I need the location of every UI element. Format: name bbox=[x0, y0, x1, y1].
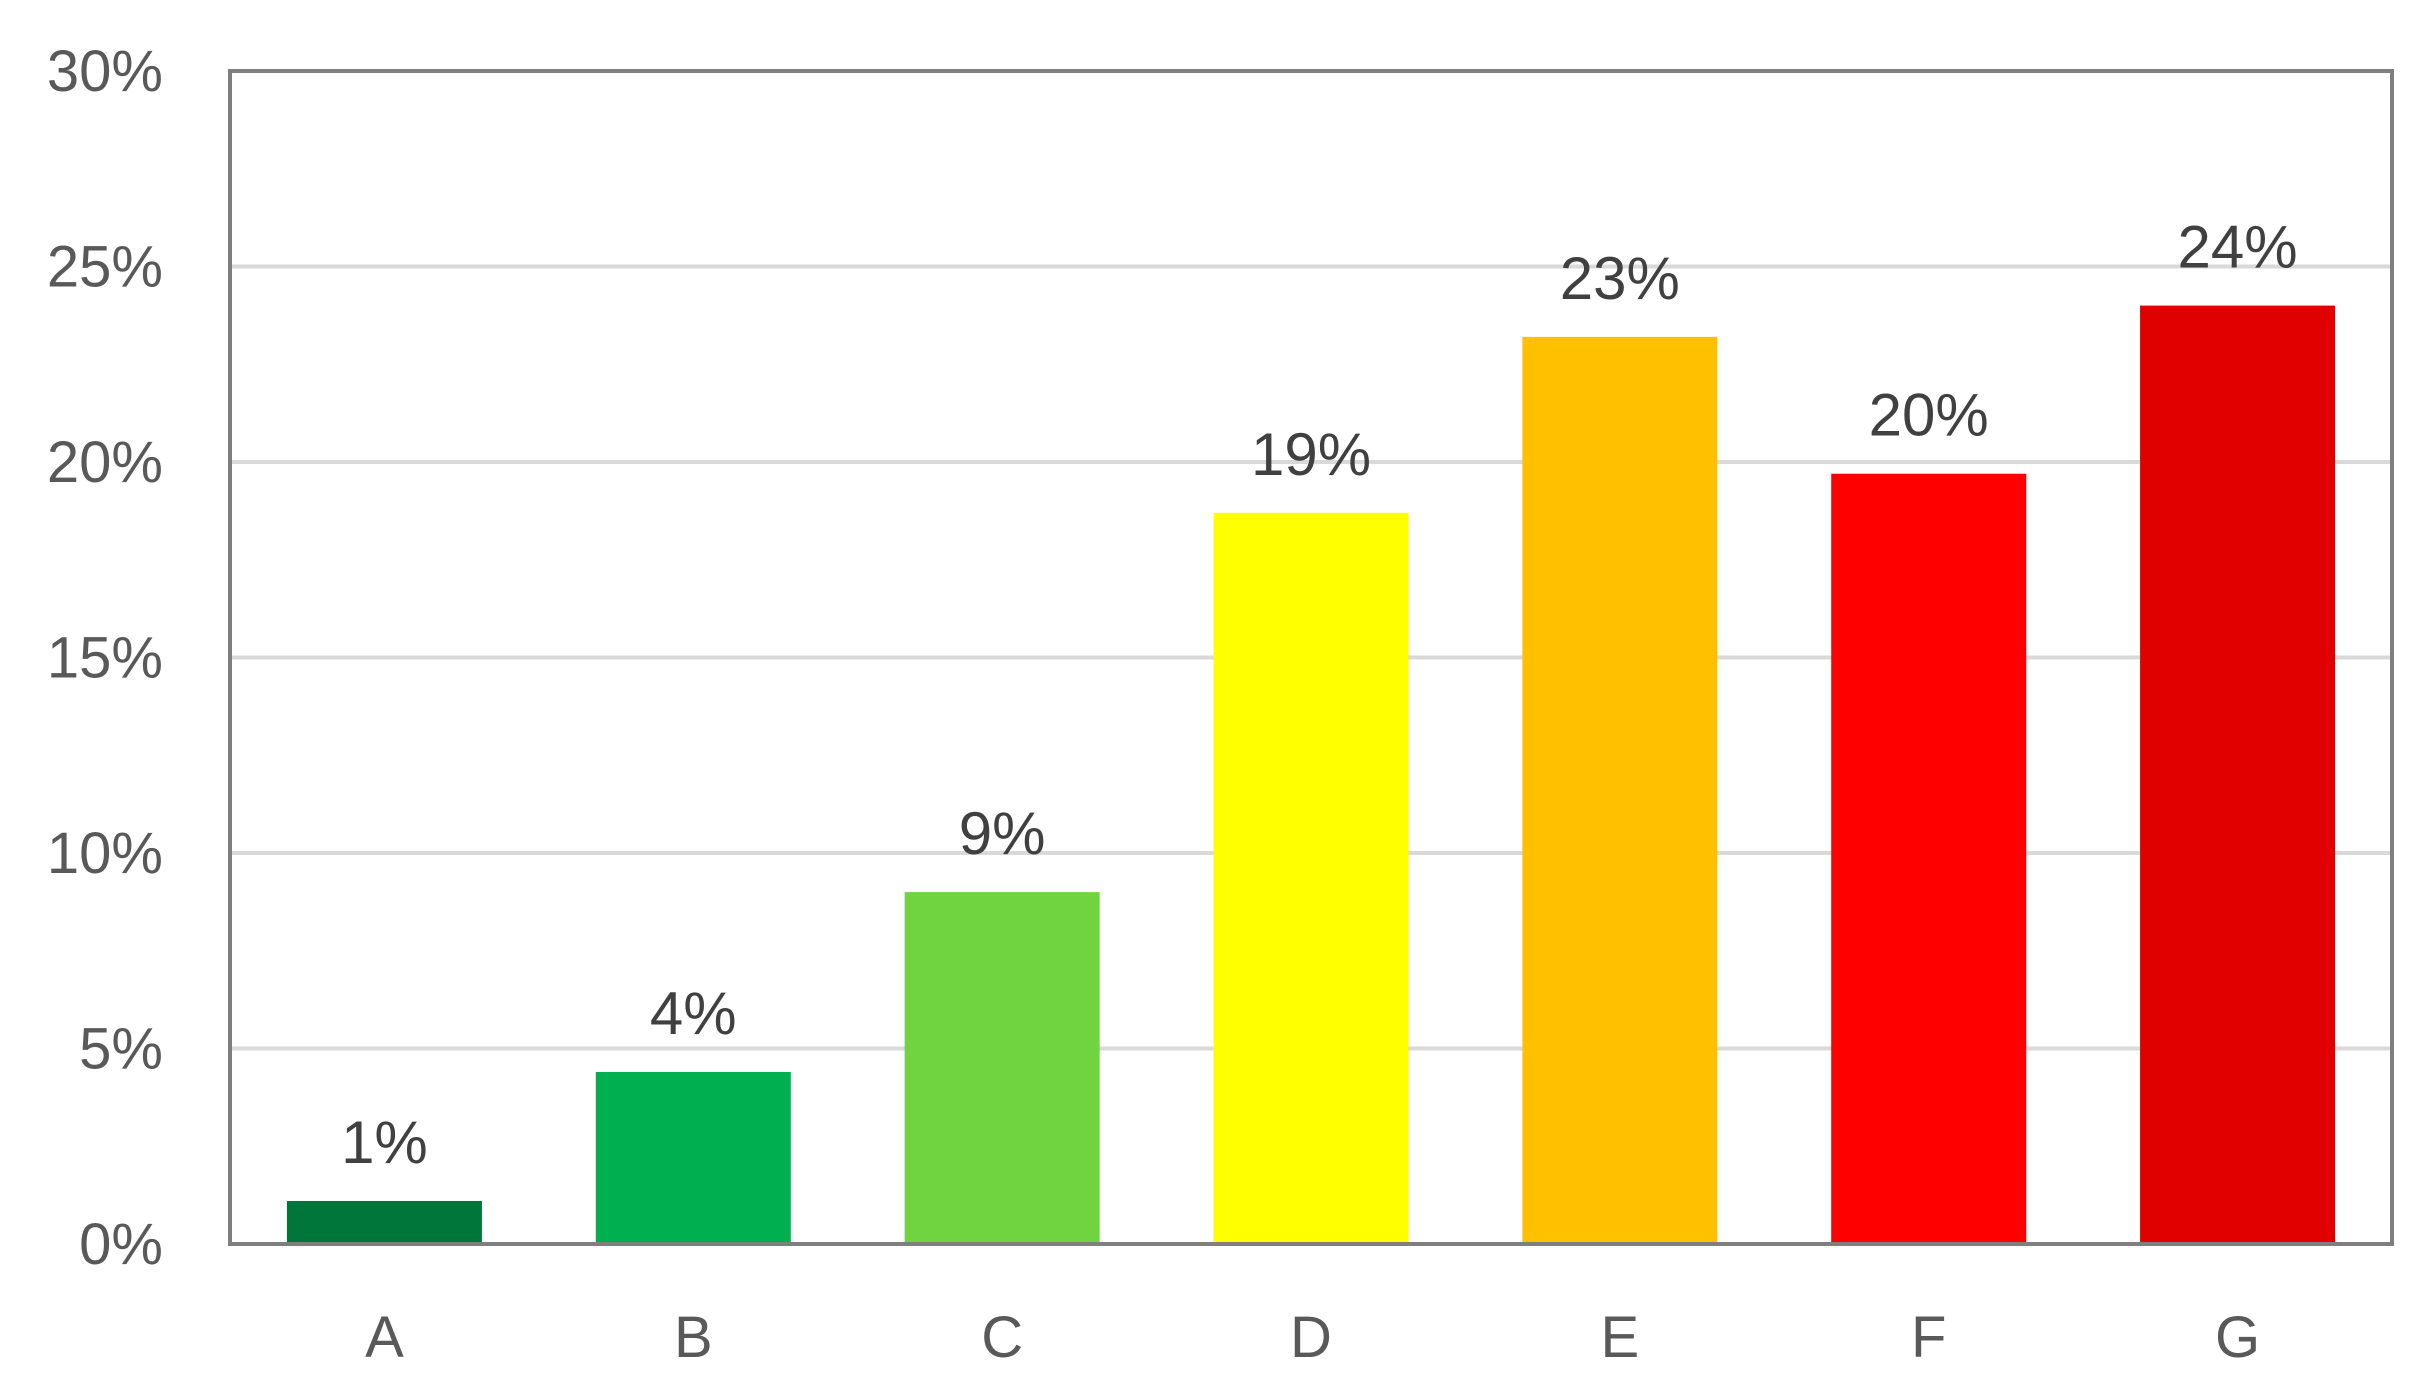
data-label: 24% bbox=[2178, 214, 2298, 281]
x-category-label: E bbox=[1601, 1305, 1640, 1370]
data-label: 1% bbox=[341, 1109, 428, 1176]
data-label: 4% bbox=[650, 980, 737, 1047]
bar-f bbox=[1831, 473, 2027, 1245]
y-tick-label: 30% bbox=[47, 39, 163, 104]
plot-area-border bbox=[228, 69, 2394, 1246]
data-label: 23% bbox=[1560, 245, 1680, 312]
y-tick-label: 15% bbox=[47, 626, 163, 691]
bar-a bbox=[286, 1200, 482, 1244]
x-category-label: G bbox=[2215, 1305, 2260, 1370]
bar-c bbox=[904, 892, 1100, 1244]
x-category-label: A bbox=[365, 1305, 404, 1370]
bar-e bbox=[1522, 336, 1718, 1244]
y-tick-label: 5% bbox=[79, 1017, 163, 1082]
y-tick-label: 10% bbox=[47, 821, 163, 886]
x-axis-category-labels: A B C D E F G bbox=[365, 1305, 2260, 1370]
bars bbox=[286, 305, 2336, 1245]
bar-b bbox=[595, 1071, 791, 1244]
data-label: 19% bbox=[1251, 421, 1371, 488]
y-tick-label: 0% bbox=[79, 1212, 163, 1277]
bar-g bbox=[2140, 305, 2336, 1245]
y-tick-label: 20% bbox=[47, 430, 163, 495]
data-label: 9% bbox=[959, 800, 1046, 867]
bar-d bbox=[1213, 512, 1409, 1244]
y-axis-tick-labels: 0% 5% 10% 15% 20% 25% 30% bbox=[47, 39, 163, 1277]
data-labels: 1% 4% 9% 19% 23% 20% 24% bbox=[341, 214, 2298, 1176]
x-category-label: F bbox=[1911, 1305, 1946, 1370]
y-tick-label: 25% bbox=[47, 235, 163, 300]
x-category-label: B bbox=[674, 1305, 713, 1370]
data-label: 20% bbox=[1869, 382, 1989, 449]
x-category-label: C bbox=[981, 1305, 1023, 1370]
x-category-label: D bbox=[1290, 1305, 1332, 1370]
